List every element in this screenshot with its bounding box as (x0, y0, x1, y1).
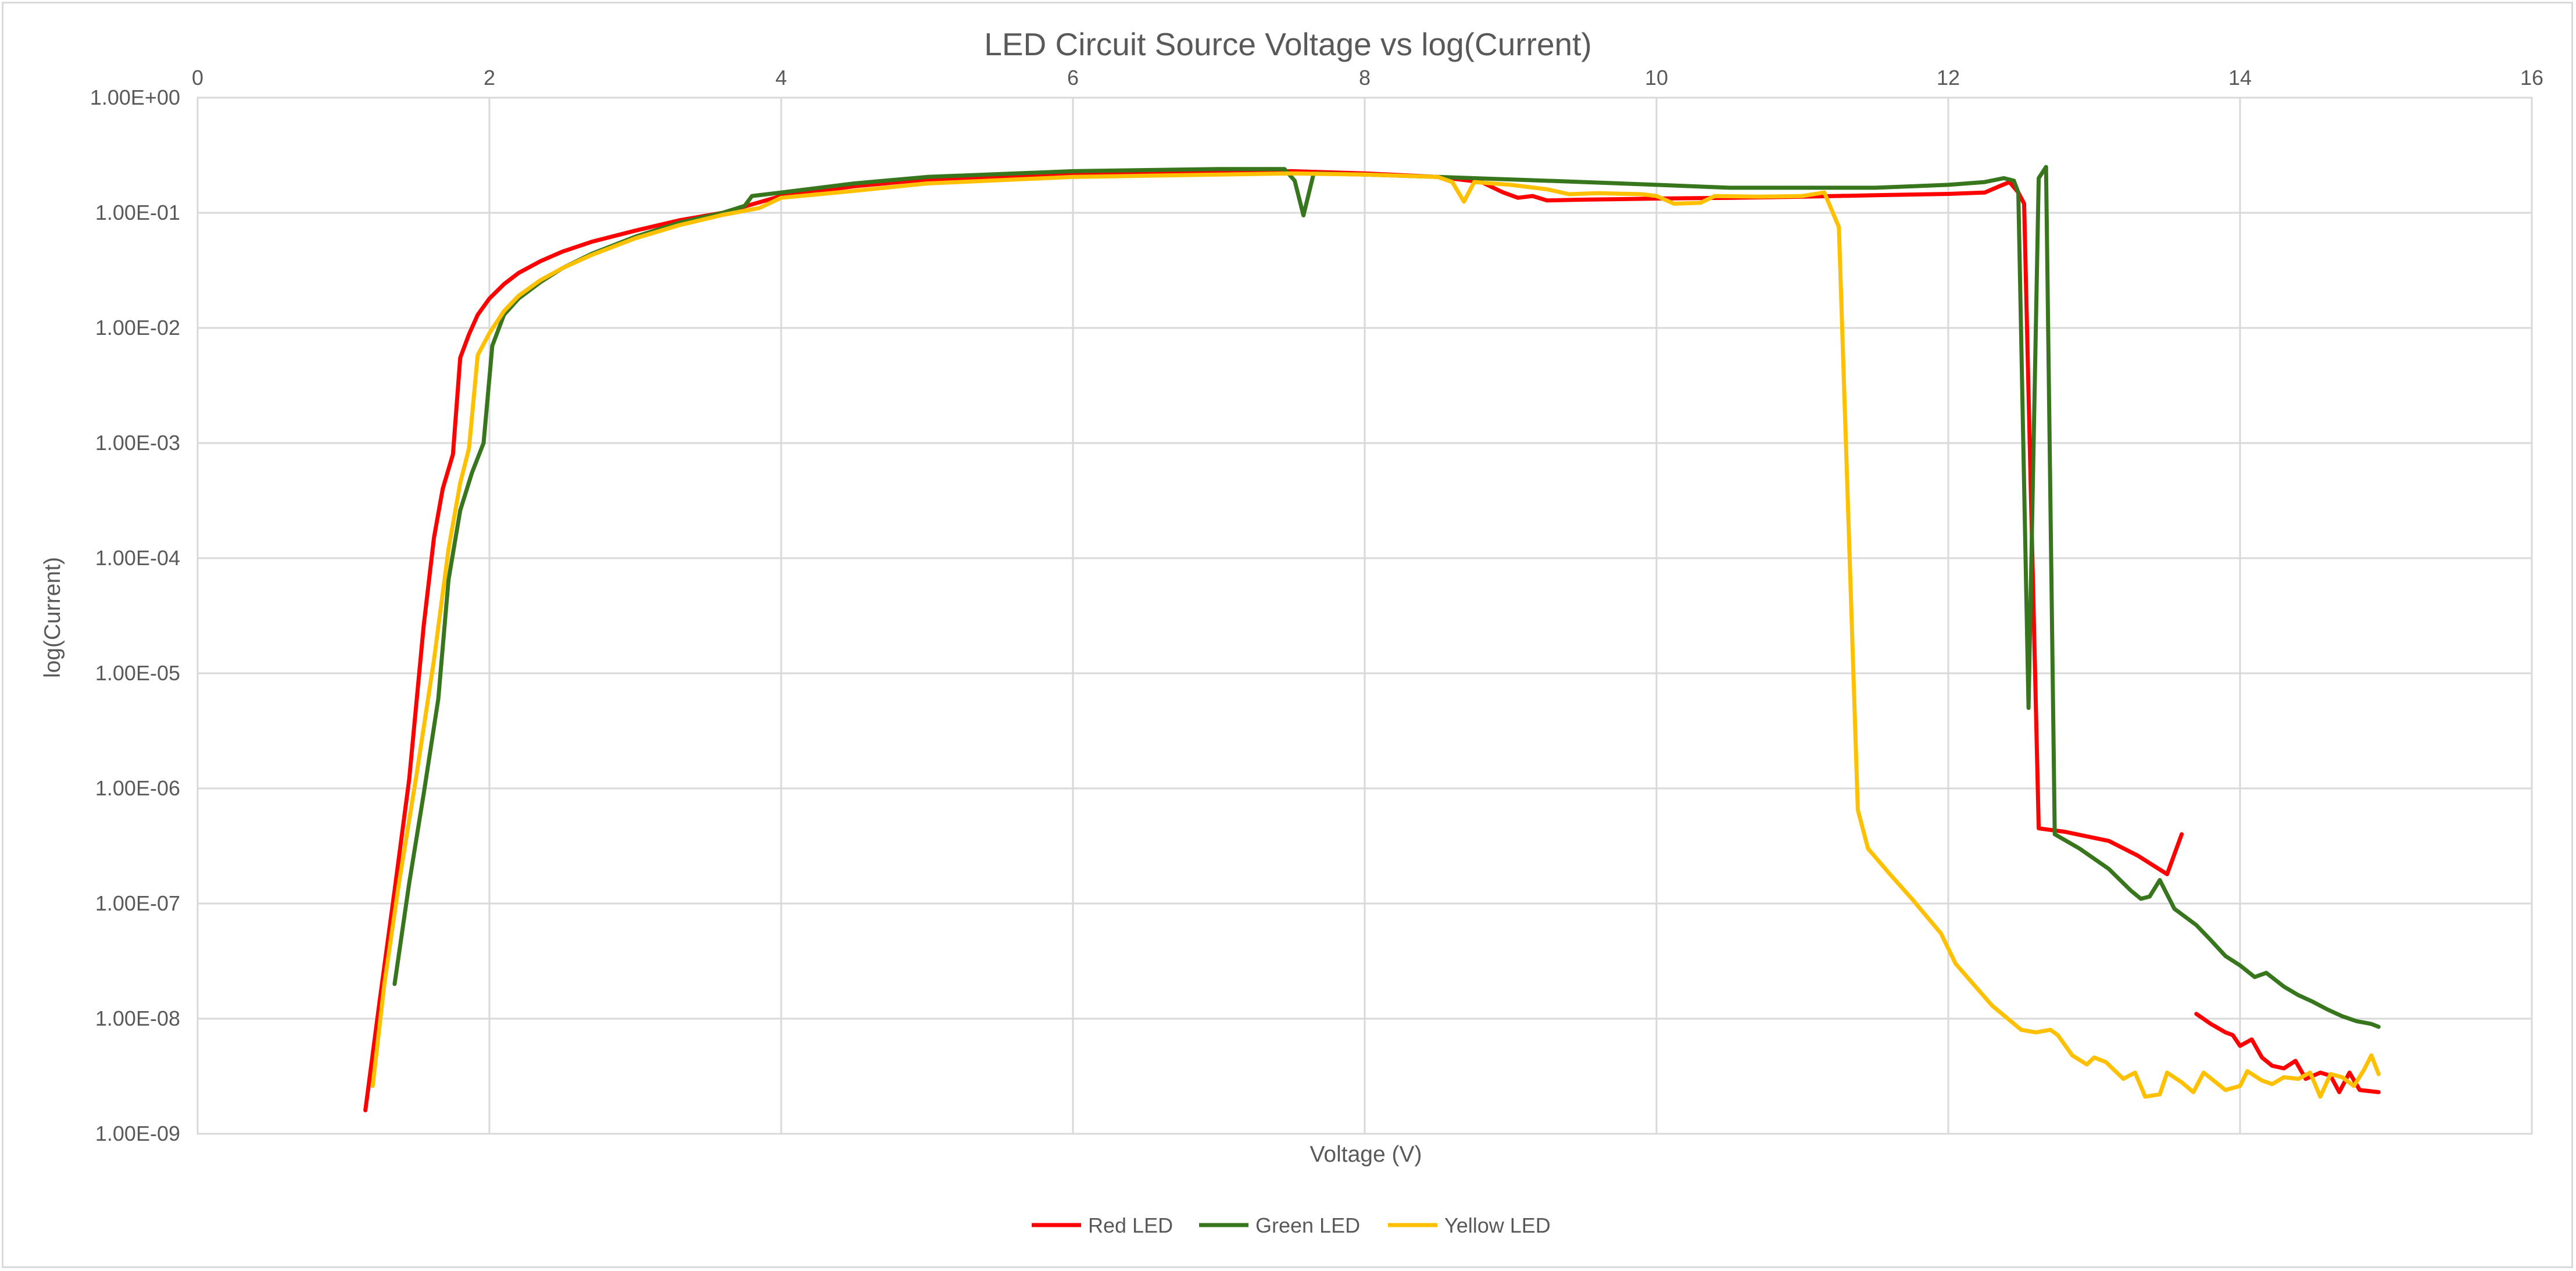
y-tick-label: 1.00E-03 (95, 431, 180, 455)
plot-area (196, 97, 2533, 1135)
y-tick-label: 1.00E-06 (95, 776, 180, 800)
chart-title: LED Circuit Source Voltage vs log(Curren… (984, 26, 1591, 62)
y-tick-label: 1.00E-07 (95, 891, 180, 915)
legend: Red LED Green LED Yellow LED (1032, 1213, 1551, 1237)
red-led-legend-label: Red LED (1088, 1213, 1173, 1237)
yellow-led-line (370, 171, 2381, 1099)
x-tick-label: 0 (192, 66, 203, 90)
y-axis-ticks: 1.00E+00 1.00E-01 1.00E-02 1.00E-03 1.00E-04… (90, 85, 180, 1145)
x-tick-label: 16 (2520, 66, 2543, 90)
y-tick-label: 1.00E+00 (90, 85, 180, 109)
x-axis-label: Voltage (V) (1310, 1142, 1422, 1167)
y-tick-label: 1.00E-09 (95, 1122, 180, 1145)
y-tick-label: 1.00E-08 (95, 1006, 180, 1030)
y-tick-label: 1.00E-05 (95, 661, 180, 685)
series-lines (363, 165, 2381, 1113)
x-tick-label: 14 (2228, 66, 2252, 90)
y-tick-label: 1.00E-01 (95, 201, 180, 224)
x-tick-label: 12 (1937, 66, 1960, 90)
red-led-line (363, 169, 2184, 1113)
x-tick-label: 6 (1067, 66, 1079, 90)
yellow-led-legend-label: Yellow LED (1444, 1213, 1551, 1237)
green-led-line (392, 165, 2381, 1029)
x-tick-label: 8 (1359, 66, 1371, 90)
y-tick-label: 1.00E-04 (95, 546, 180, 570)
y-axis-label: log(Current) (40, 557, 65, 678)
x-tick-label: 2 (484, 66, 495, 90)
x-tick-label: 4 (775, 66, 787, 90)
x-tick-label: 10 (1645, 66, 1668, 90)
x-axis-ticks: 0 2 4 6 8 10 12 14 16 (192, 66, 2543, 90)
gridlines (196, 97, 2533, 1135)
green-led-legend-label: Green LED (1255, 1213, 1360, 1237)
y-tick-label: 1.00E-02 (95, 316, 180, 340)
red-led-line (2194, 1012, 2381, 1094)
